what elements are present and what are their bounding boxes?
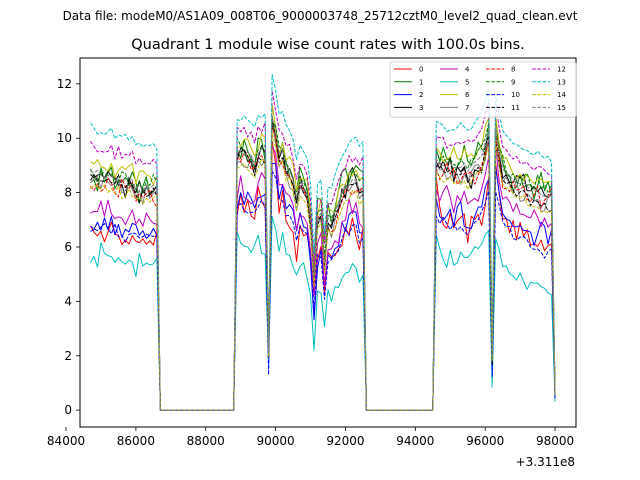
legend-label-11: 11	[511, 104, 520, 112]
legend-box	[389, 61, 577, 118]
y-tick-label: 2	[64, 349, 72, 363]
legend-label-5: 5	[465, 78, 469, 86]
axes-frame	[79, 57, 577, 428]
y-tick-label: 4	[64, 294, 72, 308]
legend-label-0: 0	[419, 66, 423, 74]
legend-label-4: 4	[465, 66, 470, 74]
series-line-4	[90, 144, 556, 411]
y-tick-label: 6	[64, 240, 72, 254]
legend-label-10: 10	[511, 91, 520, 99]
y-tick-label: 12	[57, 77, 72, 91]
x-tick-label: 86000	[117, 434, 155, 448]
legend-label-14: 14	[557, 91, 566, 99]
series-line-10	[90, 170, 556, 411]
figure-suptitle: Data file: modeM0/AS1A09_008T06_90000037…	[63, 9, 578, 23]
ticks-layer: 84000 86000 88000 90000 92000 94000 96000 98000…	[47, 77, 574, 448]
series-line-5	[90, 216, 556, 411]
x-tick-label: 98000	[536, 434, 574, 448]
legend-label-12: 12	[557, 66, 566, 74]
series-line-9	[90, 122, 556, 411]
legend-label-3: 3	[419, 104, 423, 112]
x-tick-label: 94000	[396, 434, 434, 448]
legend-label-15: 15	[557, 104, 566, 112]
legend-label-13: 13	[557, 78, 566, 86]
legend-label-9: 9	[511, 78, 515, 86]
series-line-15	[90, 115, 556, 411]
x-tick-label: 96000	[466, 434, 504, 448]
legend-label-6: 6	[465, 91, 470, 99]
x-tick-label: 92000	[326, 434, 364, 448]
x-offset-label: +3.311e8	[516, 455, 575, 469]
series-layer	[90, 73, 556, 411]
legend-label-7: 7	[465, 104, 469, 112]
y-tick-label: 0	[64, 403, 72, 417]
legend-label-8: 8	[511, 66, 515, 74]
series-line-6	[90, 103, 556, 411]
series-line-11	[90, 123, 556, 411]
series-line-14	[90, 131, 556, 411]
y-tick-label: 10	[57, 131, 72, 145]
x-tick-label: 90000	[257, 434, 295, 448]
chart-title: Quadrant 1 module wise count rates with …	[131, 37, 525, 53]
legend-label-1: 1	[419, 78, 423, 86]
y-tick-label: 8	[64, 186, 72, 200]
x-tick-label: 84000	[47, 434, 85, 448]
legend-label-2: 2	[419, 91, 423, 99]
x-tick-label: 88000	[187, 434, 225, 448]
series-line-12	[90, 90, 556, 411]
